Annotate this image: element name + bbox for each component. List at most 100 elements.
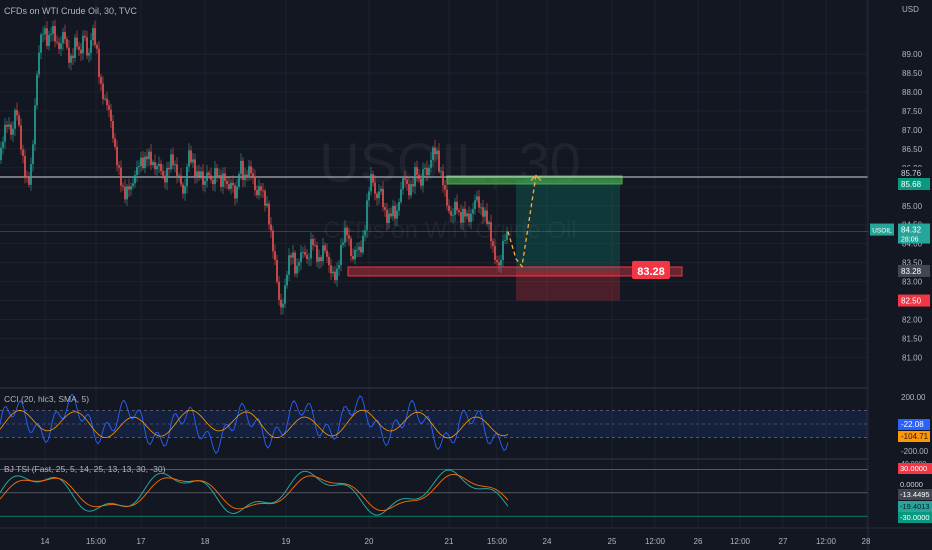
candle-body xyxy=(310,238,312,259)
candle-body xyxy=(256,190,258,196)
candle-body xyxy=(100,76,102,84)
price-tick: 88.00 xyxy=(902,88,923,97)
cci-ma-value: -104.71 xyxy=(901,432,929,441)
projection-path[interactable] xyxy=(507,174,542,269)
price-tick: 83.50 xyxy=(902,259,923,268)
candle-body xyxy=(248,166,250,178)
candle-body xyxy=(84,35,86,38)
candle-body xyxy=(444,185,446,190)
entry-bar[interactable] xyxy=(347,266,683,277)
cci-ma-value-bg xyxy=(898,431,930,442)
candle-body xyxy=(456,201,458,211)
candle-body xyxy=(62,32,64,44)
candle-body xyxy=(124,186,126,200)
time-tick: 28 xyxy=(862,537,871,546)
candle-body xyxy=(290,255,292,258)
candle-body xyxy=(388,213,390,223)
horizontal-lines[interactable]: 83.28 xyxy=(0,176,868,279)
candle-body xyxy=(92,28,94,41)
candle-body xyxy=(402,178,404,190)
candle-body xyxy=(436,150,438,155)
candle-body xyxy=(484,210,486,217)
candle-body xyxy=(96,44,98,49)
candle-body xyxy=(282,303,284,308)
axis-label-85-76-bg xyxy=(898,166,930,179)
candle-body xyxy=(420,179,422,186)
tsi-title[interactable]: BJ TSI (Fast, 25, 5, 14, 25, 13, 13, 30,… xyxy=(4,464,166,474)
candle-body xyxy=(24,155,26,177)
candle-body xyxy=(176,164,178,176)
position-zones[interactable] xyxy=(347,175,683,301)
candle-body xyxy=(200,171,202,177)
candle-body xyxy=(50,33,52,36)
target-zone[interactable] xyxy=(516,179,620,271)
candle-body xyxy=(286,274,288,286)
candle-body xyxy=(60,43,62,49)
symbol-title[interactable]: CFDs on WTI Crude Oil, 30, TVC xyxy=(4,6,137,16)
candle-body xyxy=(58,42,60,49)
candle-body xyxy=(258,186,260,196)
candle-body xyxy=(296,265,298,274)
entry-label-text: 83.28 xyxy=(637,266,665,278)
candle-body xyxy=(54,26,56,42)
candle-body xyxy=(274,251,276,261)
time-tick: 19 xyxy=(282,537,291,546)
tsi-value: 30.0000 xyxy=(900,464,927,473)
candle-body xyxy=(40,34,42,53)
candle-body xyxy=(292,252,294,258)
candle-body xyxy=(260,186,262,191)
candle-body xyxy=(226,180,228,185)
axis-label-stop: 82.50 xyxy=(901,297,922,306)
candle-body xyxy=(160,163,162,172)
candle-body xyxy=(390,213,392,217)
candle-body xyxy=(190,150,192,163)
candle-body xyxy=(462,208,464,223)
candle-body xyxy=(110,109,112,122)
candle-body xyxy=(118,165,120,168)
entry-label-box[interactable] xyxy=(632,260,670,279)
candle-body xyxy=(186,166,188,187)
candle-body xyxy=(22,149,24,156)
axis-label-stop-bg xyxy=(898,294,930,307)
candle-body xyxy=(438,150,440,172)
candle-body xyxy=(212,179,214,185)
candle-body xyxy=(266,203,268,206)
candle-body xyxy=(342,242,344,246)
candle-body xyxy=(66,39,68,48)
time-tick: 26 xyxy=(694,537,703,546)
candle-body xyxy=(480,207,482,209)
price-tick: 89.00 xyxy=(902,50,923,59)
candle-body xyxy=(164,175,166,183)
candle-body xyxy=(482,207,484,217)
candle-body xyxy=(218,175,220,177)
candle-body xyxy=(220,175,222,187)
candle-body xyxy=(8,124,10,127)
cci-title[interactable]: CCI (20, hlc3, SMA, 5) xyxy=(4,394,89,404)
candle-body xyxy=(80,49,82,54)
candle-body xyxy=(414,167,416,187)
candle-body xyxy=(174,164,176,166)
price-tick: 81.50 xyxy=(902,334,923,343)
tsi-value: -30.0000 xyxy=(900,513,930,522)
candle-body xyxy=(148,151,150,160)
candle-body xyxy=(324,245,326,251)
candle-body xyxy=(460,212,462,223)
candle-body xyxy=(314,245,316,246)
axis-label-entry-bg xyxy=(898,264,930,277)
candle-body xyxy=(476,196,478,201)
candle-body xyxy=(442,171,444,186)
candle-body xyxy=(0,147,2,161)
last-price-bg xyxy=(898,223,930,244)
currency-label[interactable]: USD xyxy=(902,5,919,14)
cci-value-bg xyxy=(898,419,930,430)
symbol-badge: USOIL xyxy=(872,228,892,235)
candle-body xyxy=(6,124,8,127)
projection-line[interactable] xyxy=(507,175,537,269)
candle-body xyxy=(254,176,256,191)
candle-body xyxy=(32,144,34,165)
candle-body xyxy=(230,182,232,189)
candle-body xyxy=(492,241,494,247)
candle-body xyxy=(304,251,306,255)
candle-body xyxy=(404,178,406,180)
